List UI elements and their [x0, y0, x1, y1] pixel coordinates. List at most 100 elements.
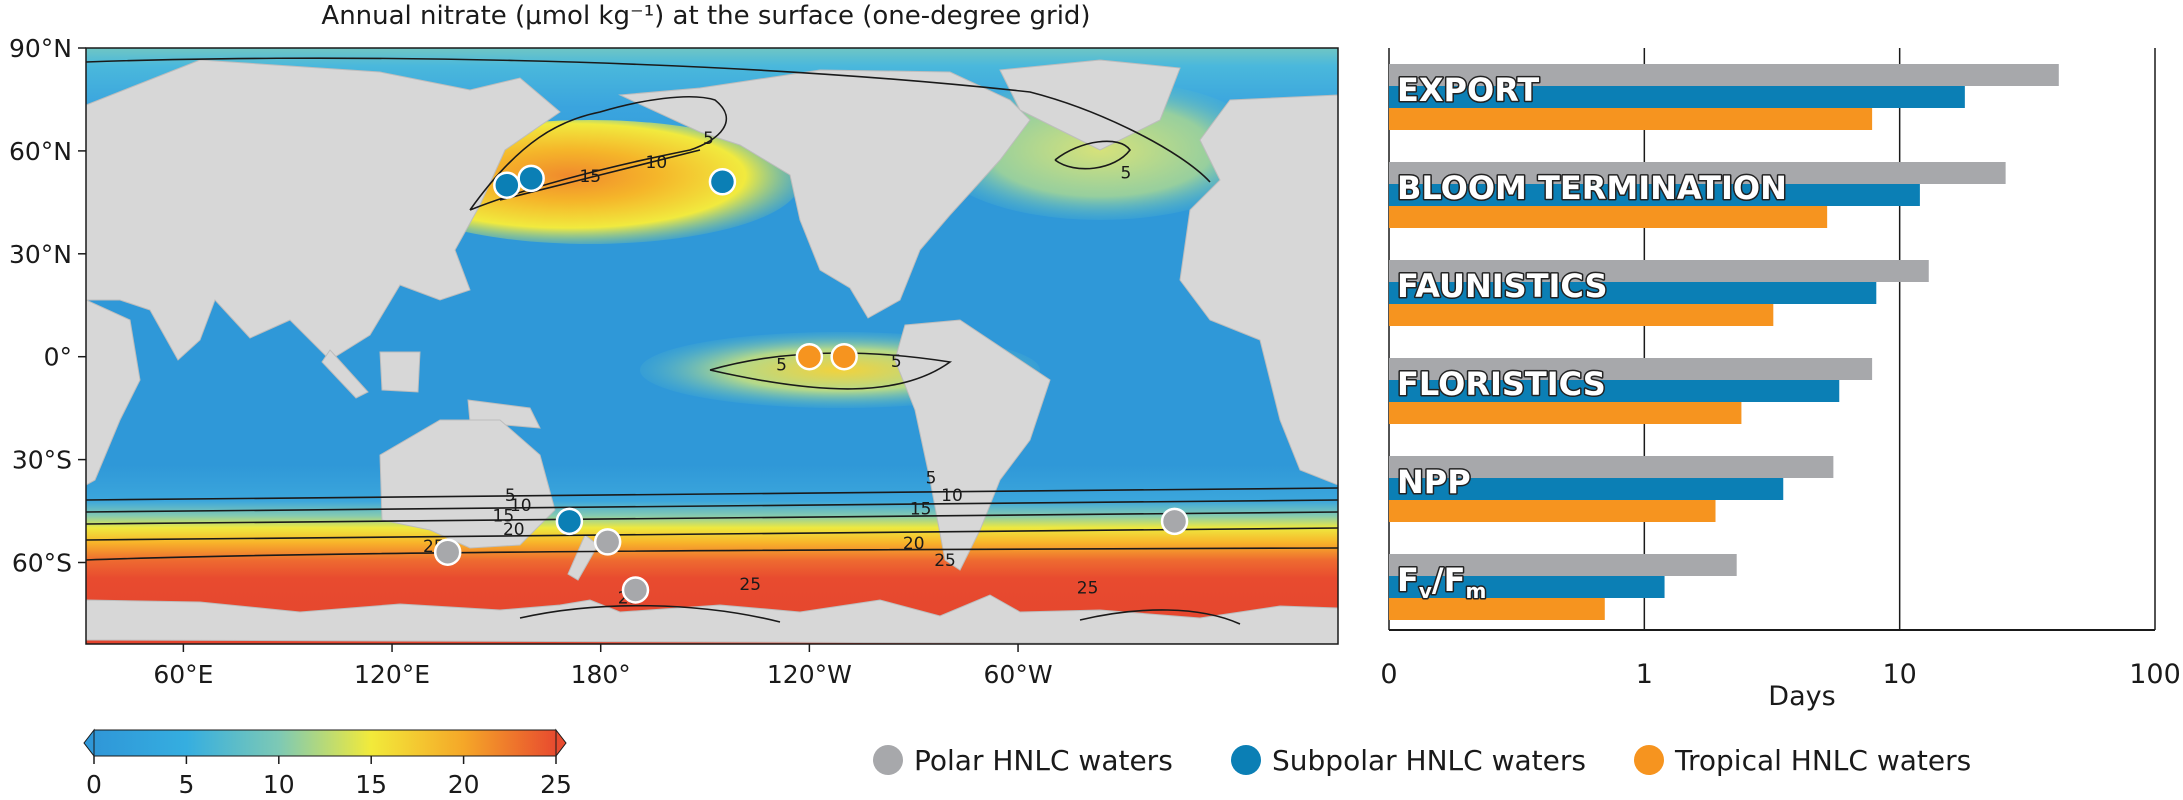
- bar-chart-bars: [1389, 64, 2059, 620]
- land-borneo: [379, 351, 421, 393]
- legend-label: Polar HNLC waters: [914, 744, 1173, 777]
- bar-x-axis-label: Days: [1768, 681, 1835, 712]
- legend-marker: [1231, 745, 1261, 775]
- land-europe-africa: [1179, 94, 1338, 486]
- station-subpolar: [493, 171, 521, 199]
- contour-label: 20: [503, 520, 525, 540]
- legend: Polar HNLC waters Subpolar HNLC waters Tro…: [873, 744, 1971, 777]
- land-new-zealand: [567, 534, 599, 581]
- bar-category-label: Fv/Fm: [1397, 561, 1486, 603]
- lat-tick-label: 30°N: [9, 240, 72, 269]
- contour-label: 25: [934, 551, 956, 571]
- colorbar-min-arrow: [83, 728, 95, 758]
- bar-chart: EXPORT BLOOM TERMINATION FAUNISTICS FLORIST…: [1380, 48, 2181, 712]
- station-polar: [1160, 507, 1189, 536]
- bar-subpolar: [1389, 282, 1877, 304]
- contour-label: 25: [1077, 578, 1099, 598]
- bar-subpolar: [1389, 478, 1784, 500]
- legend-marker: [1634, 745, 1664, 775]
- station-polar: [621, 576, 650, 604]
- bar-tropical: [1389, 304, 1774, 326]
- land-antarctica: [86, 594, 1338, 644]
- bar-tropical: [1389, 402, 1742, 424]
- bar-x-tick-label: 100: [2129, 659, 2181, 690]
- contour-label: 5: [1120, 163, 1131, 183]
- station-tropical: [830, 342, 858, 371]
- lat-tick-label: 60°N: [9, 137, 72, 166]
- lat-tick-label: 60°S: [12, 549, 72, 578]
- lon-tick-label: 60°E: [153, 660, 213, 689]
- station-subpolar: [708, 168, 737, 196]
- bar-category-label: NPP: [1397, 463, 1471, 501]
- bar-x-tick-label: 1: [1636, 659, 1653, 690]
- legend-label: Subpolar HNLC waters: [1272, 744, 1586, 777]
- lon-tick-label: 120°W: [767, 660, 852, 689]
- colorbar-tick-label: 25: [540, 770, 572, 799]
- contour-labels: 51015555510152025510152025252525: [423, 129, 1131, 609]
- colorbar-tick-label: 10: [263, 770, 295, 799]
- station-subpolar: [517, 164, 545, 193]
- land-masses: [86, 59, 1338, 644]
- station-markers: [28, 164, 1189, 604]
- colorbar-tick-label: 5: [178, 770, 194, 799]
- legend-marker: [873, 745, 903, 775]
- bar-x-tick-labels: 0 1 10 100: [1380, 659, 2180, 690]
- land-sumatra: [321, 349, 369, 399]
- bar-subpolar: [1389, 86, 1965, 108]
- bar-tropical: [1389, 598, 1605, 620]
- colorbar-gradient: [93, 729, 557, 757]
- bar-category-label: EXPORT: [1397, 71, 1539, 109]
- bar-polar: [1389, 358, 1873, 380]
- nitrate-map: 51015555510152025510152025252525: [28, 48, 1338, 644]
- map-title: Annual nitrate (µmol kg⁻¹) at the surfac…: [321, 1, 1090, 31]
- bar-polar: [1389, 64, 2059, 86]
- colorbar-tick-label: 15: [355, 770, 387, 799]
- bar-x-tick-label: 0: [1380, 659, 1397, 690]
- land-australia: [379, 419, 556, 549]
- contour-label: 15: [493, 506, 515, 526]
- colorbar: 0 5 10 15 20 25: [83, 728, 572, 799]
- station-polar: [28, 509, 53, 534]
- lat-tick-label: 90°N: [9, 34, 72, 63]
- bar-subpolar: [1389, 380, 1840, 402]
- bar-polar: [1389, 162, 2006, 184]
- contour-label: 20: [903, 534, 925, 554]
- contour-label: 15: [910, 499, 932, 519]
- bar-tropical: [1389, 206, 1828, 228]
- map-axes: 90°N 60°N 30°N 0° 30°S 60°S 60°E 120°E 180° 120°W…: [9, 34, 1053, 689]
- contour-label: 10: [510, 496, 532, 516]
- contour-label: 5: [776, 355, 787, 375]
- lat-tick-label: 0°: [44, 343, 72, 372]
- contour-label: 10: [646, 153, 668, 173]
- bar-category-label: FLORISTICS: [1397, 365, 1606, 403]
- contour-label: 5: [505, 486, 516, 506]
- bar-polar: [1389, 260, 1929, 282]
- land-greenland: [999, 59, 1181, 151]
- bar-category-label: BLOOM TERMINATION: [1397, 169, 1787, 207]
- contour-label: 5: [891, 352, 902, 372]
- bar-category-label: FAUNISTICS: [1397, 267, 1608, 305]
- lon-tick-label: 120°E: [354, 660, 430, 689]
- bar-polar: [1389, 456, 1834, 478]
- station-polar: [593, 528, 622, 556]
- station-subpolar: [555, 507, 584, 536]
- legend-label: Tropical HNLC waters: [1674, 744, 1971, 777]
- contour-label: 25: [739, 575, 761, 595]
- lon-tick-label: 180°: [571, 660, 631, 689]
- land-africa-east: [86, 299, 141, 486]
- station-tropical: [795, 342, 824, 371]
- colorbar-tick-label: 0: [86, 770, 102, 799]
- contour-label: 5: [926, 469, 937, 489]
- bar-subpolar: [1389, 576, 1665, 598]
- bar-tropical: [1389, 108, 1873, 130]
- bar-chart-grid: [1388, 48, 2156, 630]
- lat-tick-label: 30°S: [12, 446, 72, 475]
- bar-chart-category-labels: EXPORT BLOOM TERMINATION FAUNISTICS FLORIST…: [1396, 70, 1789, 605]
- land-north-america: [618, 69, 1031, 319]
- bar-tropical: [1389, 500, 1716, 522]
- bar-polar: [1389, 554, 1737, 576]
- colorbar-ticks: 0 5 10 15 20 25: [86, 756, 572, 799]
- map-frame: [85, 47, 1339, 645]
- bar-x-tick-label: 10: [1882, 659, 1916, 690]
